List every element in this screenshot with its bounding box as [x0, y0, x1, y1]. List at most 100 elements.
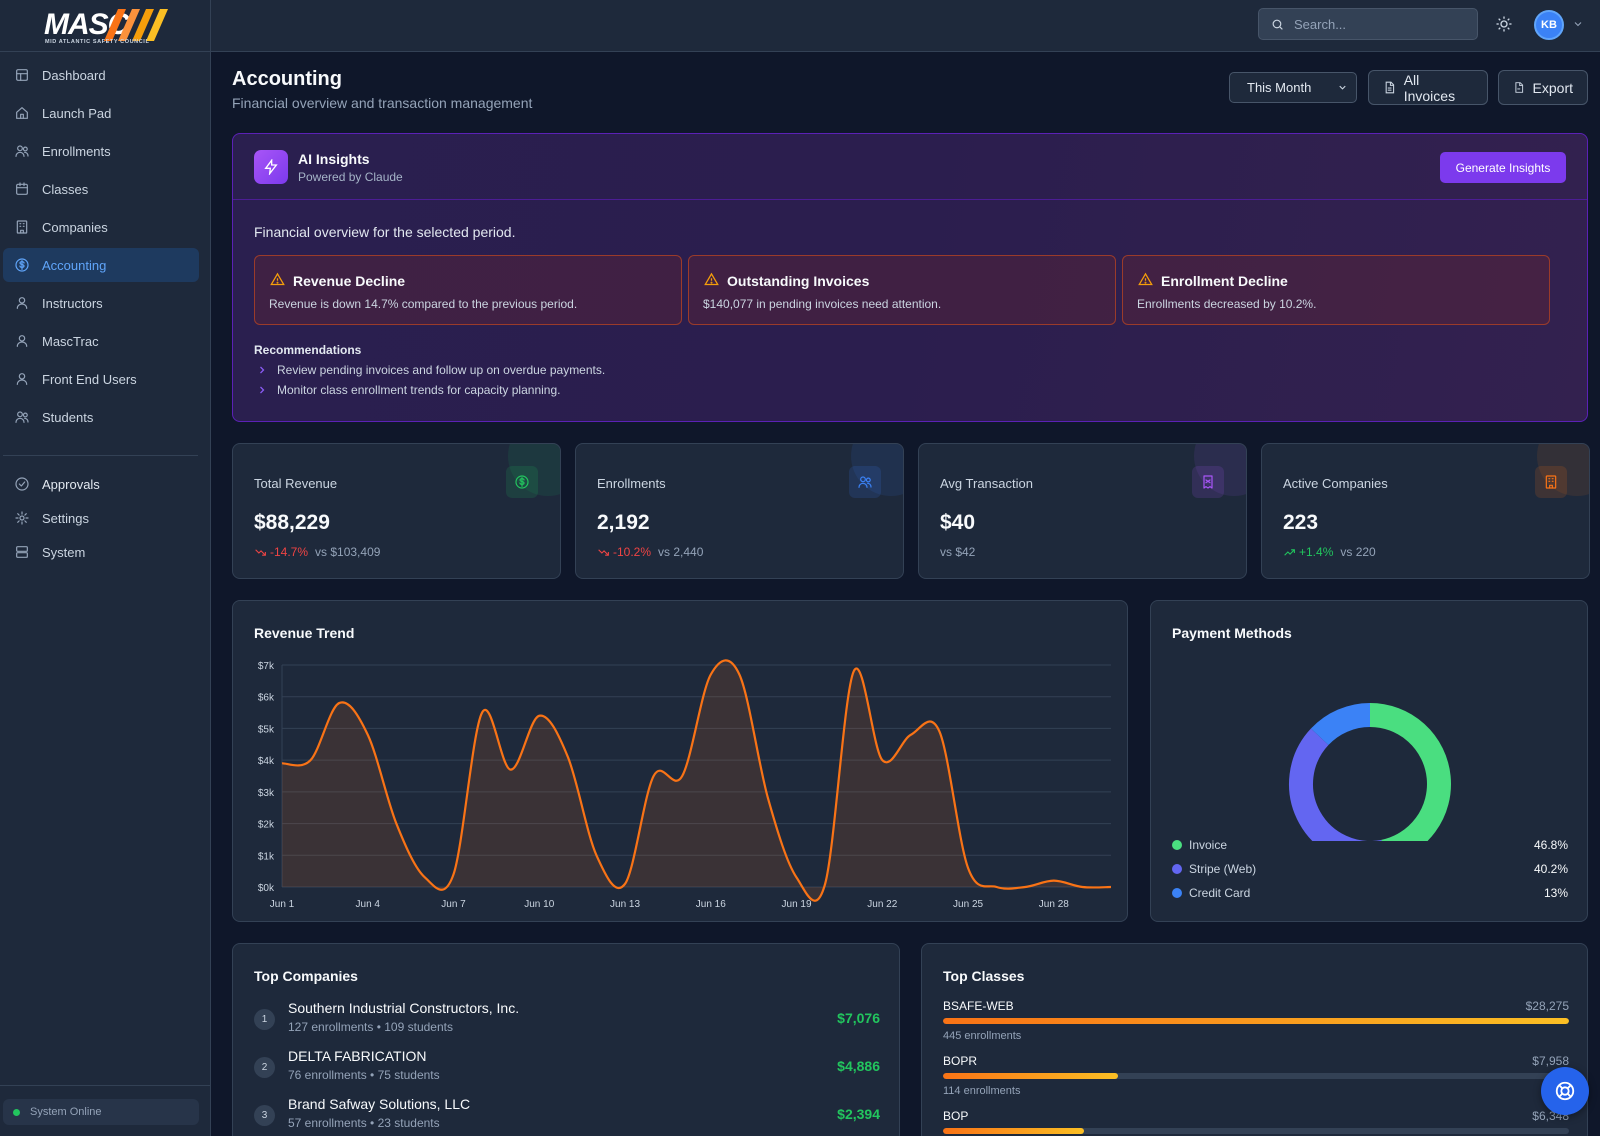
- class-progress-track: [943, 1018, 1569, 1024]
- search-box[interactable]: [1258, 8, 1478, 40]
- x-tick-label: Jun 10: [524, 899, 554, 910]
- trending-down-icon: [598, 548, 609, 556]
- company-meta: 57 enrollments • 23 students: [288, 1116, 440, 1130]
- insight-alert: Outstanding Invoices $140,077 in pending …: [688, 255, 1116, 325]
- rank-badge: 2: [254, 1057, 275, 1078]
- sidebar-item-label: Enrollments: [42, 143, 111, 159]
- rank-badge: 1: [254, 1009, 275, 1030]
- home-icon: [13, 105, 30, 122]
- sidebar-item-front-end-users[interactable]: Front End Users: [3, 362, 199, 396]
- y-tick-label: $3k: [258, 788, 275, 799]
- sidebar-item-instructors[interactable]: Instructors: [3, 286, 199, 320]
- class-row[interactable]: BOPR $7,958 114 enrollments: [943, 1054, 1569, 1104]
- sidebar-item-dashboard[interactable]: Dashboard: [3, 58, 199, 92]
- y-tick-label: $1k: [258, 851, 275, 862]
- chevron-down-icon[interactable]: [1572, 18, 1584, 30]
- class-progress-fill: [943, 1018, 1569, 1024]
- y-tick-label: $5k: [258, 724, 275, 735]
- payment-methods-donut-chart: [1289, 703, 1451, 841]
- top-classes-title: Top Classes: [943, 968, 1025, 984]
- y-tick-label: $2k: [258, 820, 275, 831]
- company-row[interactable]: 3 Brand Safway Solutions, LLC 57 enrollmen…: [254, 1096, 880, 1136]
- file-export-icon: [1515, 82, 1524, 93]
- top-classes-card: Top Classes BSAFE-WEB $28,275 445 enrollme…: [921, 943, 1588, 1136]
- x-tick-label: Jun 25: [953, 899, 983, 910]
- page-subtitle: Financial overview and transaction manag…: [232, 95, 533, 111]
- chevron-right-icon: [260, 386, 265, 394]
- sidebar-item-students[interactable]: Students: [3, 400, 199, 434]
- sidebar-item-approvals[interactable]: Approvals: [3, 469, 199, 499]
- sidebar-item-launch-pad[interactable]: Launch Pad: [3, 96, 199, 130]
- class-name: BOPR: [943, 1054, 978, 1068]
- users-icon: [849, 466, 881, 498]
- company-amount: $2,394: [837, 1106, 880, 1122]
- class-row[interactable]: BOP $6,348: [943, 1109, 1569, 1136]
- legend-value: 40.2%: [1533, 862, 1568, 876]
- dollar-icon: [13, 257, 30, 274]
- company-meta: 76 enrollments • 75 students: [288, 1068, 440, 1082]
- export-button[interactable]: Export: [1498, 70, 1588, 105]
- sidebar-item-masctrac[interactable]: MascTrac: [3, 324, 199, 358]
- search-input[interactable]: [1294, 16, 1454, 32]
- company-row[interactable]: 2 DELTA FABRICATION 76 enrollments • 75 st…: [254, 1048, 880, 1088]
- class-row[interactable]: BSAFE-WEB $28,275 445 enrollments: [943, 999, 1569, 1049]
- page-title: Accounting: [232, 68, 342, 90]
- sidebar-secondary-nav: Approvals Settings System: [0, 469, 210, 567]
- alert-title: Outstanding Invoices: [727, 273, 870, 289]
- stat-label: Enrollments: [597, 476, 666, 491]
- revenue-trend-chart: $0k $1k $2k $3k $4k $5k $6k $7k Jun 1 Jun 4 Jun 7 J…: [258, 659, 1112, 910]
- ai-overview-text: Financial overview for the selected peri…: [254, 224, 516, 240]
- class-meta: 445 enrollments: [943, 1030, 1022, 1042]
- class-amount: $28,275: [1525, 999, 1569, 1013]
- user-icon: [13, 371, 30, 388]
- sidebar-item-classes[interactable]: Classes: [3, 172, 199, 206]
- logo-stripes-icon: [104, 8, 168, 41]
- class-progress-fill: [943, 1128, 1084, 1134]
- revenue-area: [282, 660, 1111, 901]
- legend-item: Credit Card 13%: [1172, 885, 1568, 901]
- class-name: BSAFE-WEB: [943, 999, 1014, 1013]
- logo[interactable]: MASC MID ATLANTIC SAFETY COUNCIL: [0, 0, 210, 52]
- stat-label: Total Revenue: [254, 476, 338, 491]
- receipt-icon: [1192, 466, 1224, 498]
- sidebar-item-enrollments[interactable]: Enrollments: [3, 134, 199, 168]
- payment-methods-card: Payment Methods Invoice 46.8% Stripe (Web)…: [1150, 600, 1588, 922]
- company-name: Brand Safway Solutions, LLC: [288, 1096, 471, 1112]
- period-select[interactable]: This Month: [1229, 72, 1357, 103]
- stat-value: $40: [940, 511, 976, 534]
- warning-icon: [1138, 272, 1153, 286]
- sidebar-item-system[interactable]: System: [3, 537, 199, 567]
- sidebar-divider: [3, 455, 198, 456]
- sidebar-item-companies[interactable]: Companies: [3, 210, 199, 244]
- company-row[interactable]: 1 Southern Industrial Constructors, Inc. 1…: [254, 1000, 880, 1040]
- sidebar-item-label: Accounting: [42, 257, 107, 273]
- alert-text: $140,077 in pending invoices need attent…: [703, 297, 942, 311]
- stat-value: 223: [1283, 511, 1319, 534]
- recommendations-title: Recommendations: [254, 343, 362, 357]
- sidebar-item-label: Companies: [42, 219, 108, 235]
- sidebar-item-settings[interactable]: Settings: [3, 503, 199, 533]
- help-button[interactable]: [1541, 1067, 1589, 1115]
- generate-insights-button[interactable]: Generate Insights: [1440, 152, 1566, 183]
- alert-text: Revenue is down 14.7% compared to the pr…: [269, 297, 578, 311]
- stat-card-enrollments: Enrollments 2,192 -10.2% vs 2,440: [575, 443, 904, 579]
- server-icon: [13, 544, 30, 561]
- sidebar-item-accounting[interactable]: Accounting: [3, 248, 199, 282]
- y-tick-label: $0k: [258, 883, 275, 894]
- sidebar-item-label: Settings: [42, 510, 89, 526]
- avatar[interactable]: KB: [1534, 10, 1564, 40]
- sidebar-item-label: Approvals: [42, 476, 100, 492]
- ai-insights-title: AI Insights: [298, 151, 370, 167]
- recommendation-text: Review pending invoices and follow up on…: [277, 363, 606, 377]
- theme-toggle-sun-icon[interactable]: [1495, 15, 1513, 33]
- x-tick-label: Jun 22: [867, 899, 897, 910]
- all-invoices-button[interactable]: All Invoices: [1368, 70, 1488, 105]
- legend-dot: [1172, 864, 1182, 874]
- export-label: Export: [1532, 79, 1573, 96]
- dashboard-icon: [13, 67, 30, 84]
- users-icon: [13, 409, 30, 426]
- building-icon: [1535, 466, 1567, 498]
- stat-label: Avg Transaction: [940, 476, 1033, 491]
- stat-value: $88,229: [254, 511, 330, 534]
- sidebar-item-label: System: [42, 544, 86, 560]
